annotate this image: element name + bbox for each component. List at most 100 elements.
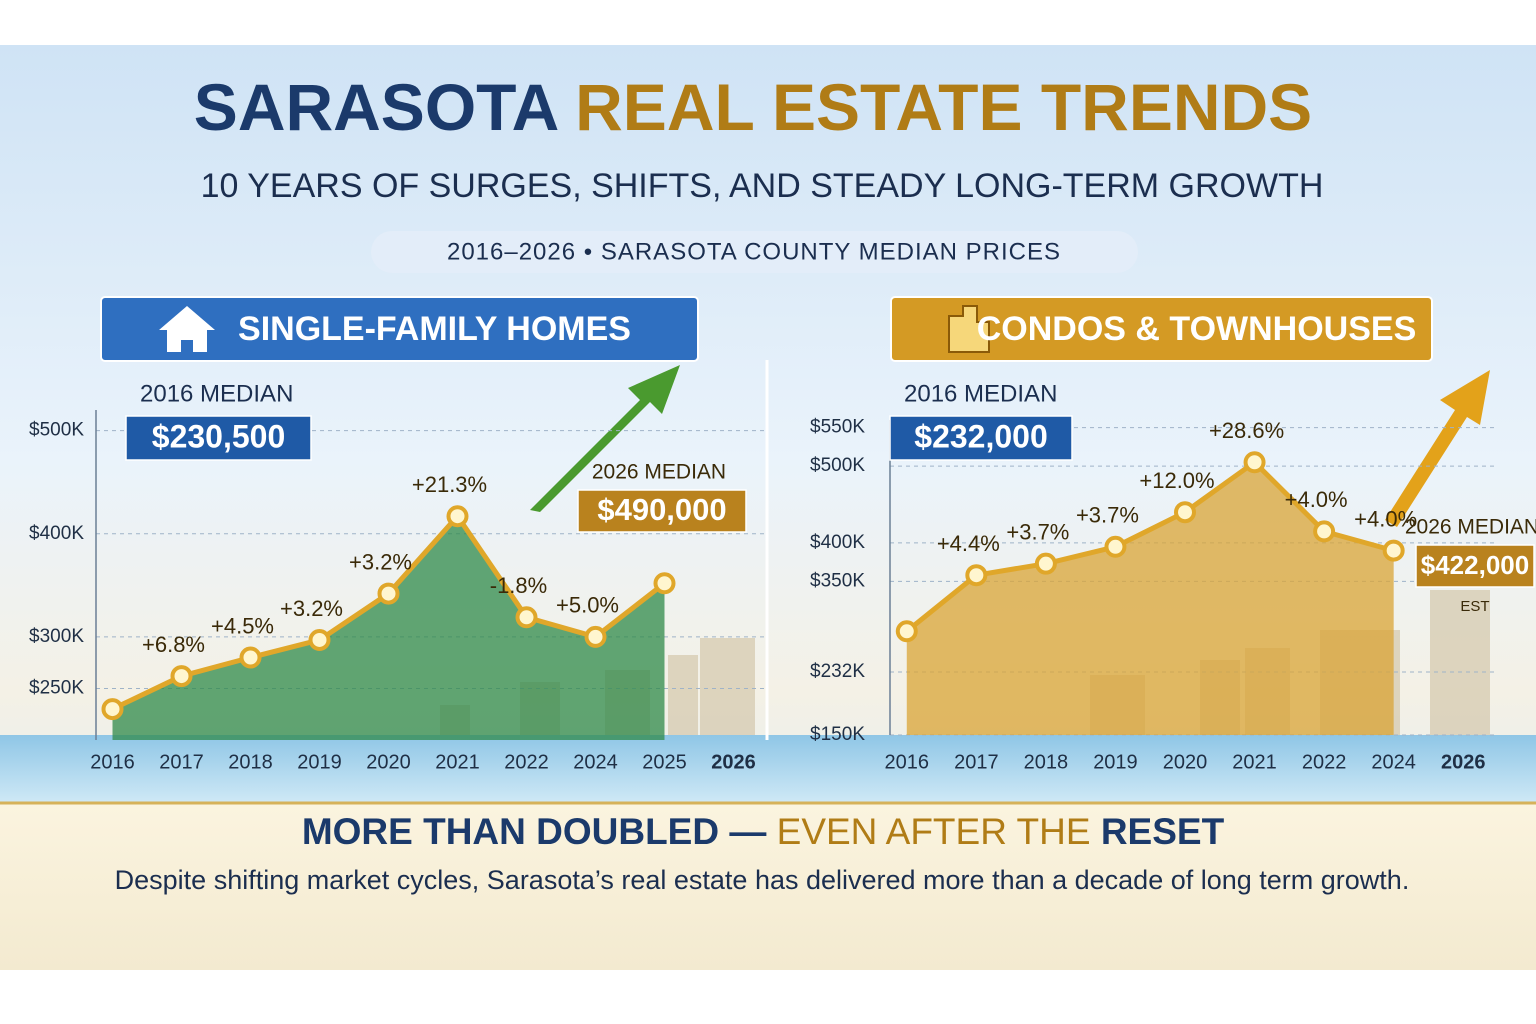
y-tick-label: $232K <box>810 661 865 682</box>
trend-arrow <box>530 365 680 512</box>
change-label: +4.4% <box>937 531 1000 556</box>
point <box>1034 552 1057 575</box>
panel-header <box>100 296 699 362</box>
point <box>1313 520 1336 543</box>
y-tick-label: $400K <box>29 523 84 544</box>
title: SARASOTA REAL ESTATE TRENDS <box>194 70 1312 144</box>
change-label: +3.7% <box>1006 519 1069 544</box>
point <box>653 572 676 595</box>
footer-headline: MORE THAN DOUBLED — EVEN AFTER THE RESET <box>302 811 1225 852</box>
change-label: +21.3% <box>412 472 487 497</box>
start-box <box>125 415 312 461</box>
change-label: +5.0% <box>556 593 619 618</box>
x-tick-label: 2020 <box>366 751 411 773</box>
start-box <box>889 415 1073 461</box>
end-value: $490,000 <box>597 492 726 527</box>
panel-title: CONDOS & TOWNHOUSES <box>977 310 1417 348</box>
y-tick-label: $350K <box>810 570 865 591</box>
change-label: -1.8% <box>490 573 547 598</box>
title-part: SARASOTA <box>194 70 558 144</box>
water <box>0 735 1536 803</box>
x-tick-label: 2022 <box>1302 751 1347 773</box>
y-tick-label: $150K <box>810 724 865 745</box>
footer-band <box>0 803 1536 970</box>
x-tick-label: 2026 <box>711 751 756 773</box>
change-label: +28.6% <box>1209 418 1284 443</box>
end-label: 2026 MEDIAN <box>592 461 726 484</box>
x-tick-label: 2019 <box>1093 751 1138 773</box>
x-tick-label: 2021 <box>1232 751 1277 773</box>
end-value: $422,000 <box>1421 550 1529 580</box>
x-tick-label: 2017 <box>159 751 204 773</box>
line <box>905 459 1395 634</box>
area <box>906 462 1394 735</box>
x-tick-label: 2021 <box>435 751 480 773</box>
point <box>515 606 538 629</box>
change-label: +3.2% <box>349 549 412 574</box>
point <box>1382 539 1405 562</box>
x-tick-label: 2017 <box>954 751 999 773</box>
panel-title: SINGLE-FAMILY HOMES <box>238 310 631 348</box>
building-icon <box>948 305 990 353</box>
x-tick-label: 2018 <box>1024 751 1069 773</box>
x-tick-label: 2024 <box>1371 751 1416 773</box>
start-value: $232,000 <box>914 418 1047 454</box>
area <box>112 516 665 740</box>
change-label: +6.8% <box>142 632 205 657</box>
x-tick-label: 2024 <box>573 751 618 773</box>
y-tick-label: $500K <box>810 455 865 476</box>
point <box>1104 535 1127 558</box>
point <box>446 505 469 528</box>
x-tick-label: 2019 <box>297 751 342 773</box>
x-tick-label: 2018 <box>228 751 273 773</box>
y-tick-label: $550K <box>810 417 865 438</box>
x-tick-label: 2020 <box>1163 751 1208 773</box>
title-part: REAL ESTATE TRENDS <box>575 70 1312 144</box>
end-note: EST <box>1460 598 1489 615</box>
house-icon <box>159 306 215 352</box>
y-tick-label: $400K <box>810 532 865 553</box>
charts: SINGLE-FAMILY HOMES $250K $300K $400K $500K +… <box>29 296 1536 773</box>
start-value: $230,500 <box>152 418 285 454</box>
end-box <box>1415 544 1535 588</box>
top-margin <box>0 0 1536 45</box>
headline-part: EVEN AFTER THE <box>777 811 1091 852</box>
change-label: +12.0% <box>1139 468 1214 493</box>
x-tick-label: 2016 <box>885 751 930 773</box>
point <box>239 646 262 669</box>
point <box>377 582 400 605</box>
point <box>895 620 918 643</box>
panel-header <box>890 296 1433 362</box>
point <box>1174 501 1196 524</box>
y-tick-label: $300K <box>29 626 84 647</box>
point <box>308 628 331 651</box>
footer-text: Despite shifting market cycles, Sarasota… <box>115 865 1410 895</box>
change-label: +4.0% <box>1354 506 1417 531</box>
badge-bg <box>371 231 1138 273</box>
start-label: 2016 MEDIAN <box>140 380 293 407</box>
headline-part: RESET <box>1101 811 1225 852</box>
end-label: 2026 MEDIAN <box>1405 516 1536 539</box>
point <box>584 625 607 648</box>
start-label: 2016 MEDIAN <box>904 380 1057 407</box>
headline-part: MORE THAN DOUBLED — <box>302 811 767 852</box>
change-label: +4.0% <box>1285 487 1348 512</box>
y-tick-label: $250K <box>29 677 84 698</box>
change-label: +4.5% <box>211 613 274 638</box>
x-tick-label: 2016 <box>90 751 135 773</box>
point <box>170 665 193 688</box>
x-tick-label: 2022 <box>504 751 549 773</box>
trend-arrow <box>1385 370 1490 527</box>
badge: 2016–2026 • SARASOTA COUNTY MEDIAN PRICE… <box>447 238 1061 265</box>
x-tick-label: 2026 <box>1441 751 1486 773</box>
change-label: +3.2% <box>280 596 343 621</box>
bottom-margin <box>0 970 1536 1024</box>
subtitle: 10 YEARS OF SURGES, SHIFTS, AND STEADY L… <box>201 167 1324 205</box>
y-tick-label: $500K <box>29 420 84 441</box>
point <box>101 698 124 721</box>
x-tick-label: 2025 <box>642 751 687 773</box>
end-box <box>577 489 747 533</box>
point <box>965 564 988 587</box>
point <box>1243 451 1266 474</box>
